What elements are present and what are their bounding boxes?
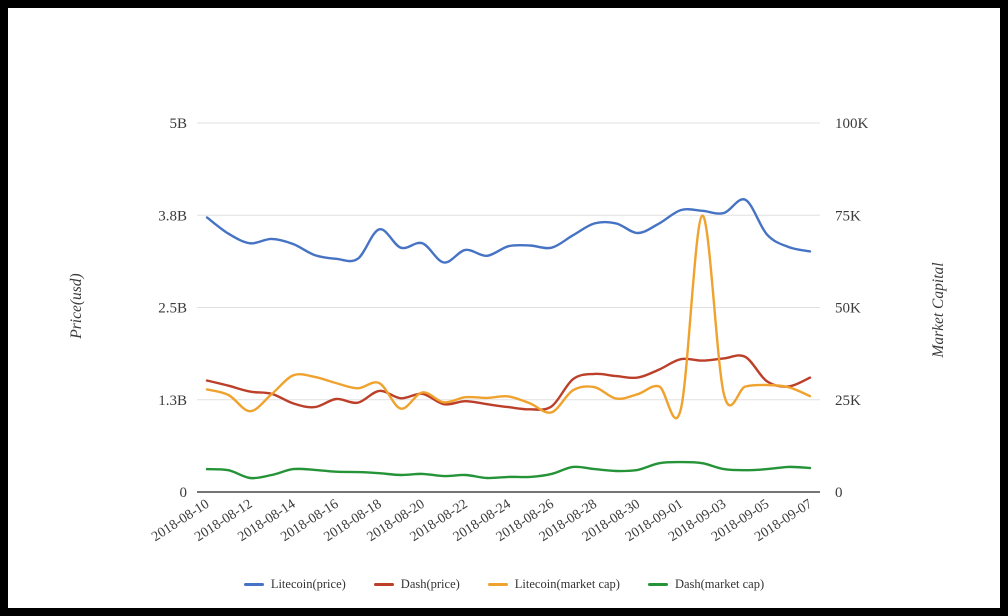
series-line-dash-price: [205, 354, 812, 411]
legend-label: Dash(price): [400, 577, 460, 591]
chart-canvas: 0 1.3B 2.5B 3.8B 5B 0 25K 50K 75K 100K 2018-08-10 2…: [8, 8, 1000, 608]
legend-swatch-litecoin-price: [243, 583, 264, 586]
x-axis-labels: 2018-08-102018-08-122018-08-142018-08-16…: [149, 497, 815, 545]
svg-text:0: 0: [835, 485, 843, 501]
legend-label: Litecoin(market cap): [514, 577, 620, 591]
right-axis-title: Market Capital: [930, 262, 947, 358]
legend-item-litecoin-market-cap[interactable]: Litecoin(market cap): [487, 577, 620, 592]
series-line-litecoin-price: [205, 198, 812, 264]
svg-text:1.3B: 1.3B: [158, 393, 187, 409]
svg-text:75K: 75K: [835, 208, 861, 224]
left-axis-title: Price(usd): [68, 273, 85, 339]
line-chart: 0 1.3B 2.5B 3.8B 5B 0 25K 50K 75K 100K 2018-08-102…: [149, 116, 869, 545]
grid-lines: [197, 122, 820, 493]
svg-text:2.5B: 2.5B: [158, 301, 187, 317]
legend-swatch-dash-market-cap: [647, 583, 668, 586]
series-line-litecoin-market-cap: [205, 214, 812, 420]
legend-item-litecoin-price[interactable]: Litecoin(price): [243, 577, 346, 592]
legend-item-dash-market-cap[interactable]: Dash(market cap): [647, 577, 765, 592]
svg-text:25K: 25K: [835, 393, 861, 409]
svg-text:3.8B: 3.8B: [158, 208, 187, 224]
legend-swatch-litecoin-market-cap: [487, 583, 508, 586]
svg-text:5B: 5B: [169, 116, 187, 132]
series-line-dash-market-cap: [205, 460, 812, 480]
y-axis-labels-left: 0 1.3B 2.5B 3.8B 5B: [158, 116, 187, 501]
legend-swatch-dash-price: [373, 583, 394, 586]
y-axis-labels-right: 0 25K 50K 75K 100K: [835, 116, 869, 501]
legend-item-dash-price[interactable]: Dash(price): [373, 577, 460, 592]
svg-text:50K: 50K: [835, 301, 861, 317]
legend: Litecoin(price) Dash(price) Litecoin(mar…: [8, 577, 1000, 592]
legend-label: Litecoin(price): [270, 577, 346, 591]
svg-text:100K: 100K: [835, 116, 869, 132]
legend-label: Dash(market cap): [674, 577, 765, 591]
svg-text:0: 0: [180, 485, 188, 501]
